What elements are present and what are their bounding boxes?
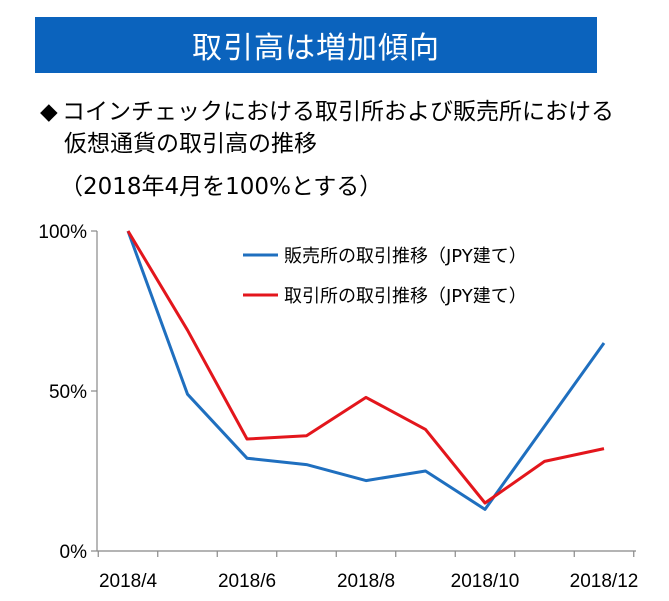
y-tick-label: 0% [60,542,88,563]
legend-label-2: 取引所の取引推移（JPY建て） [284,286,527,307]
y-tick-label: 100% [38,222,87,243]
description-line-2: 仮想通貨の取引高の推移 [64,131,317,157]
series-line-2 [126,230,605,505]
series-line-1 [126,230,606,511]
y-tick-label: 50% [49,382,87,403]
chart-description: ◆ コインチェックにおける取引所および販売所における 仮想通貨の取引高の推移 [40,96,614,160]
x-tick-label: 2018/4 [99,571,158,592]
description-text-1: コインチェックにおける取引所および販売所における [62,99,614,125]
baseline-note: （2018年4月を100%とする） [60,174,383,200]
x-tick-label: 2018/8 [337,571,395,592]
page-title: 取引高は増加傾向 [192,31,440,66]
x-tick-label: 2018/6 [218,571,276,592]
x-tick-label: 2018/10 [451,571,520,592]
diamond-bullet-icon: ◆ [40,99,58,125]
legend-label-1: 販売所の取引推移（JPY建て） [284,246,527,267]
title-banner: 取引高は増加傾向 [35,17,597,73]
x-tick-label: 2018/12 [570,571,639,592]
description-line-1: ◆ コインチェックにおける取引所および販売所における [40,96,614,128]
